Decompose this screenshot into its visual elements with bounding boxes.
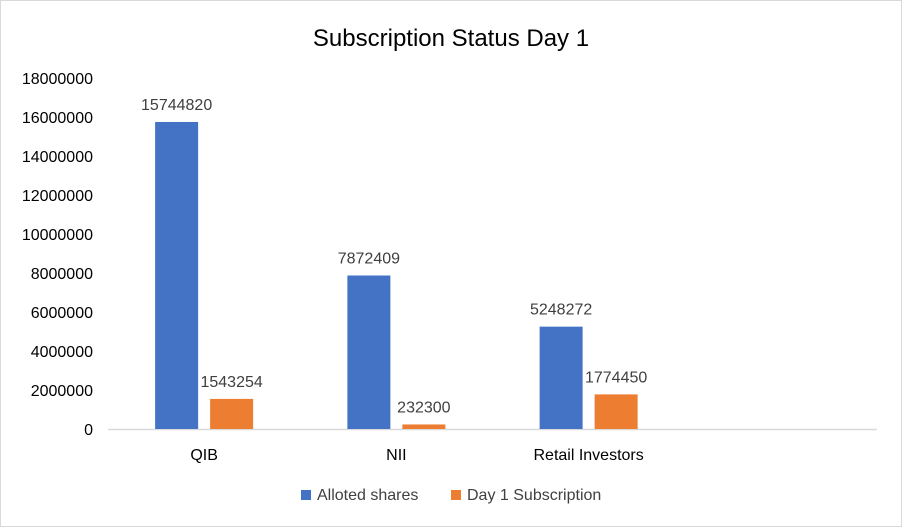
bar-day-1-subscription [210, 398, 254, 429]
x-tick-label: QIB [190, 447, 218, 464]
x-tick-label: Retail Investors [533, 447, 643, 464]
bar-day-1-subscription [594, 394, 638, 429]
bar-alloted-shares [539, 326, 583, 429]
legend-entry: Alloted shares [317, 487, 418, 504]
y-tick-label: 0 [84, 422, 93, 439]
data-label: 15744820 [141, 97, 212, 114]
data-label: 232300 [397, 399, 450, 416]
data-label: 1543254 [200, 374, 262, 391]
y-tick-label: 14000000 [22, 149, 93, 166]
bar-alloted-shares [347, 275, 391, 429]
data-label: 1774450 [585, 369, 647, 386]
bar-day-1-subscription [402, 424, 446, 429]
y-tick-label: 2000000 [31, 383, 93, 400]
y-tick-label: 4000000 [31, 344, 93, 361]
data-label: 7872409 [338, 250, 400, 267]
y-tick-label: 10000000 [22, 227, 93, 244]
y-tick-label: 16000000 [22, 110, 93, 127]
y-tick-label: 18000000 [22, 71, 93, 88]
y-tick-label: 12000000 [22, 188, 93, 205]
x-tick-label: NII [386, 447, 406, 464]
y-tick-label: 6000000 [31, 305, 93, 322]
y-tick-label: 8000000 [31, 266, 93, 283]
data-label: 5248272 [530, 302, 592, 319]
legend-entry: Day 1 Subscription [467, 487, 601, 504]
legend-swatch [301, 490, 311, 500]
legend-swatch [451, 490, 461, 500]
chart-title: Subscription Status Day 1 [313, 25, 589, 52]
bar-alloted-shares [155, 121, 199, 429]
